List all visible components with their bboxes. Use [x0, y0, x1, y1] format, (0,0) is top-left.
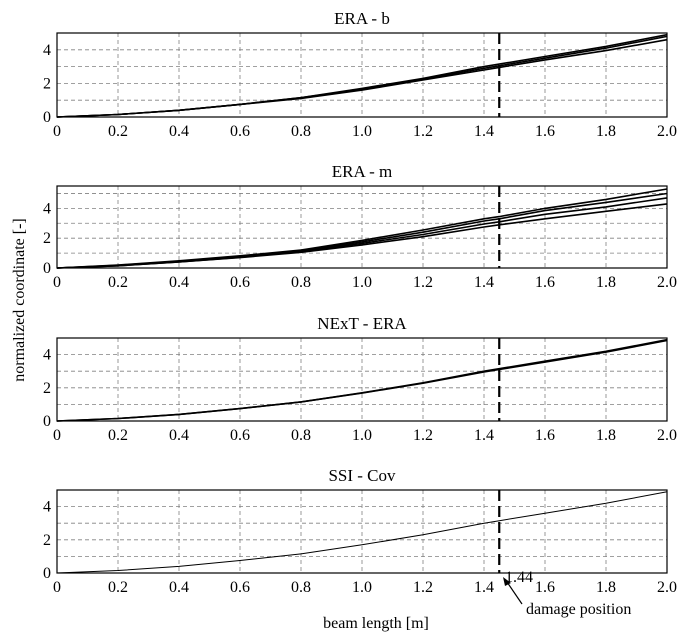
x-tick-label: 0.6 [230, 123, 250, 140]
y-tick-label: 4 [43, 42, 51, 59]
x-tick-label: 1.6 [535, 427, 555, 444]
x-tick-label: 1.6 [535, 274, 555, 291]
x-tick-label: 0.4 [169, 274, 189, 291]
x-tick-label: 1.2 [413, 123, 433, 140]
subplot-2: ERA - m 0 0.2 0.4 0.6 0.8 1.0 1.2 1.4 1.6 1.8 2.0 0 2… [43, 162, 677, 291]
x-tick-label: 2.0 [657, 123, 677, 140]
plot-frame [56, 337, 668, 422]
x-tick-label: 0.8 [291, 427, 311, 444]
series-line-4 [56, 188, 668, 269]
x-tick-label: 0.4 [169, 427, 189, 444]
series-line-2 [56, 339, 668, 422]
x-tick-label: 1.0 [352, 123, 372, 140]
x-tick-label: 1.4 [474, 427, 494, 444]
x-tick-label: 1.4 [474, 123, 494, 140]
x-tick-label: 0.6 [230, 274, 250, 291]
subplot-title: SSI - Cov [328, 466, 396, 485]
series-line-3 [56, 38, 668, 118]
subplot-title: ERA - b [334, 9, 390, 28]
x-tick-label: 1.8 [596, 274, 616, 291]
y-tick-label: 4 [43, 499, 51, 516]
x-tick-label: 1.4 [474, 274, 494, 291]
annotation-arrowhead [503, 577, 511, 586]
subplot-4: SSI - Cov 0 0.2 0.4 0.6 0.8 1.0 1.2 1.4 1.6 1.8 2.0… [43, 466, 677, 596]
x-tick-label: 0.2 [108, 427, 128, 444]
y-tick-label: 0 [43, 109, 51, 126]
subplot-1: ERA - b 0 0.2 0.4 0.6 0.8 1.0 1.2 1.4 1.6 1.8 2.0 0 2… [43, 9, 677, 140]
y-tick-label: 2 [43, 230, 51, 247]
x-tick-label: 1.8 [596, 427, 616, 444]
y-tick-label: 0 [43, 565, 51, 582]
x-tick-label: 0.6 [230, 427, 250, 444]
x-tick-label: 0.2 [108, 123, 128, 140]
x-tick-label: 0.8 [291, 579, 311, 596]
x-tick-label: 0.4 [169, 579, 189, 596]
subplot-title: ERA - m [332, 162, 392, 181]
subplot-3: NExT - ERA 0 0.2 0.4 0.6 0.8 1.0 1.2 1.4 1.6 1.8 2.… [43, 314, 677, 444]
x-tick-label: 2.0 [657, 579, 677, 596]
damage-position-annotation: damage position [526, 601, 631, 618]
x-tick-label: 2.0 [657, 427, 677, 444]
x-tick-label: 1.0 [352, 579, 372, 596]
x-tick-label: 0 [53, 427, 61, 444]
x-tick-label: 1.8 [596, 123, 616, 140]
x-tick-label: 0 [53, 123, 61, 140]
x-tick-label: 1.2 [413, 579, 433, 596]
plot-frame [56, 32, 668, 118]
x-tick-label: 0.4 [169, 123, 189, 140]
y-axis-label: normalized coordinate [-] [11, 218, 28, 381]
x-tick-label: 2.0 [657, 274, 677, 291]
x-tick-label: 0.6 [230, 579, 250, 596]
y-tick-label: 4 [43, 200, 51, 217]
x-tick-label: 0.8 [291, 274, 311, 291]
x-tick-label: 1.0 [352, 274, 372, 291]
x-tick-label: 1.2 [413, 274, 433, 291]
series-line-1 [56, 491, 668, 574]
x-tick-label: 1.6 [535, 123, 555, 140]
y-tick-label: 2 [43, 380, 51, 397]
plot-frame [56, 185, 668, 269]
x-tick-label: 0 [53, 274, 61, 291]
x-tick-label: 0.2 [108, 579, 128, 596]
x-tick-label: 0 [53, 579, 61, 596]
plot-frame [56, 489, 668, 574]
x-tick-label: 1.6 [535, 579, 555, 596]
subplots: ERA - b 0 0.2 0.4 0.6 0.8 1.0 1.2 1.4 1.6 1.8 2.0 0 2… [43, 9, 677, 596]
x-tick-label: 1.0 [352, 427, 372, 444]
y-tick-label: 2 [43, 532, 51, 549]
subplot-title: NExT - ERA [317, 314, 407, 333]
x-axis-label: beam length [m] [323, 615, 429, 632]
y-tick-label: 4 [43, 347, 51, 364]
x-tick-label: 1.2 [413, 427, 433, 444]
x-tick-label: 1.8 [596, 579, 616, 596]
x-tick-label: 1.4 [474, 579, 494, 596]
x-tick-label: 0.8 [291, 123, 311, 140]
y-tick-label: 2 [43, 75, 51, 92]
annotation-arrow-line [506, 581, 523, 605]
x-tick-label: 0.2 [108, 274, 128, 291]
y-tick-label: 0 [43, 413, 51, 430]
y-tick-label: 0 [43, 260, 51, 277]
